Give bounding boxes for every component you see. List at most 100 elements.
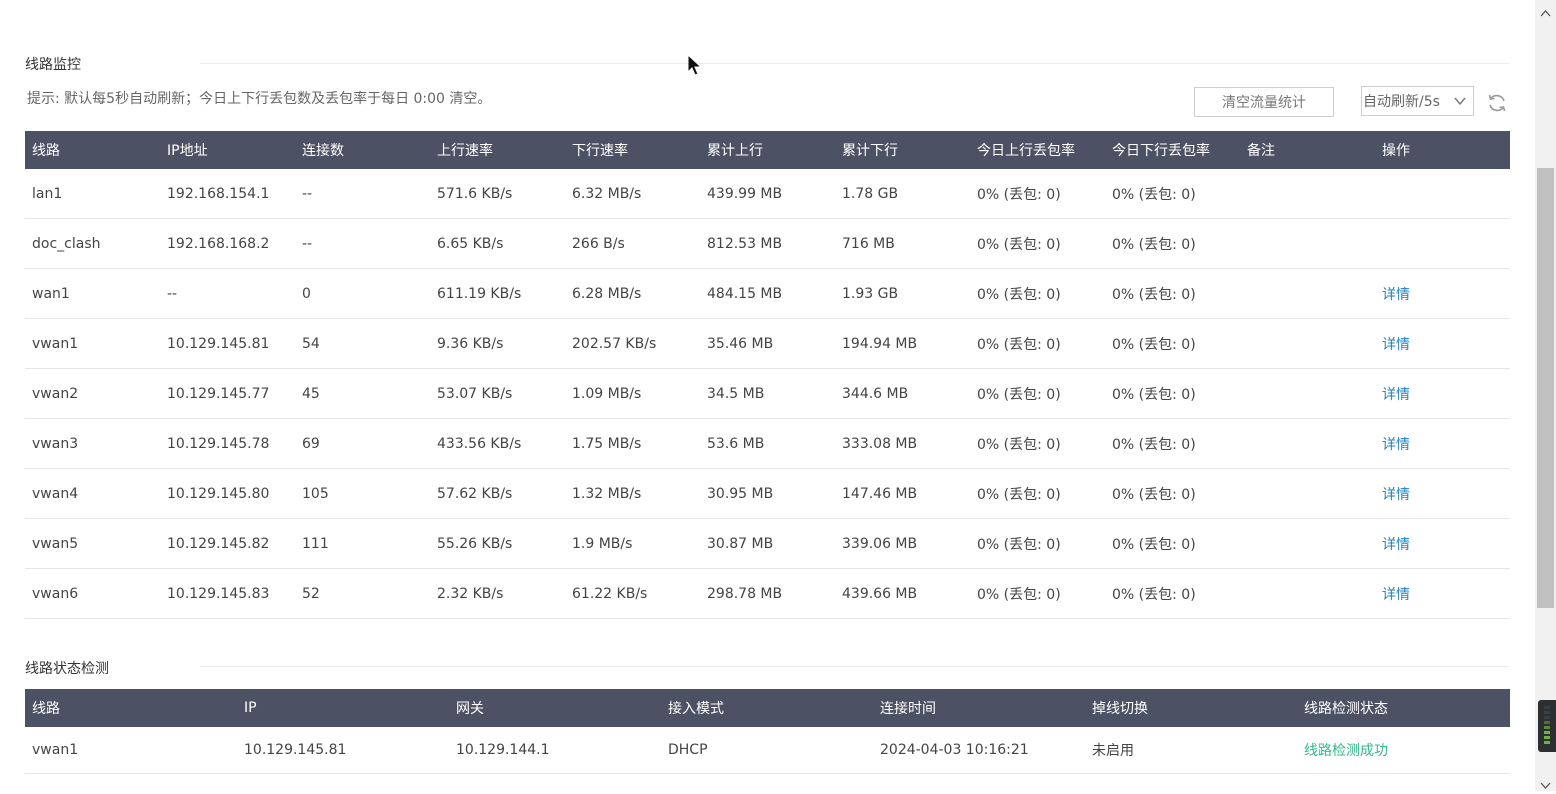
- refresh-icon[interactable]: [1486, 92, 1508, 114]
- detail-link[interactable]: 详情: [1382, 486, 1410, 503]
- cell-ip: 10.129.145.77: [160, 368, 295, 419]
- cell-up-loss: 0% (丢包: 0): [970, 169, 1105, 219]
- cell-down: 1.32 MB/s: [565, 468, 700, 519]
- cell-total-up: 298.78 MB: [700, 568, 835, 619]
- column-header: 今日上行丢包率: [970, 131, 1105, 169]
- cell-total-up: 439.99 MB: [700, 169, 835, 219]
- cell-ip: 10.129.145.78: [160, 418, 295, 469]
- table-row: doc_clash 192.168.168.2 -- 6.65 KB/s 266 B/s…: [25, 218, 1510, 269]
- cell-line: vwan1: [25, 318, 160, 369]
- cell-down: 1.75 MB/s: [565, 418, 700, 469]
- table-header-row: 线路 IP地址 连接数 上行速率 下行速率 累计上行 累计下行 今日上行丢包率 …: [25, 131, 1510, 169]
- line-monitor-table: 线路 IP地址 连接数 上行速率 下行速率 累计上行 累计下行 今日上行丢包率 …: [25, 131, 1510, 619]
- detail-link[interactable]: 详情: [1382, 336, 1410, 353]
- cell-up-loss: 0% (丢包: 0): [970, 368, 1105, 419]
- cell-conn: 111: [295, 518, 430, 569]
- status-section-divider: [200, 666, 1509, 667]
- cell-note: [1240, 218, 1375, 269]
- column-header: 下行速率: [565, 131, 700, 169]
- cell-down-loss: 0% (丢包: 0): [1105, 218, 1240, 269]
- cell-ip: 192.168.168.2: [160, 218, 295, 269]
- cell-action: [1375, 218, 1510, 269]
- cell-action: 详情: [1375, 568, 1510, 619]
- scroll-up-arrow-icon[interactable]: [1540, 2, 1551, 21]
- detail-link[interactable]: 详情: [1382, 386, 1410, 403]
- table-row: vwan5 10.129.145.82 111 55.26 KB/s 1.9 MB/s 3…: [25, 518, 1510, 569]
- cell-note: [1240, 268, 1375, 319]
- cell-total-down: 439.66 MB: [835, 568, 970, 619]
- column-header: 掉线切换: [1085, 689, 1297, 727]
- cell-up-loss: 0% (丢包: 0): [970, 518, 1105, 569]
- column-header: 连接数: [295, 131, 430, 169]
- cell-gateway: 10.129.144.1: [449, 727, 661, 774]
- cell-ip: 10.129.145.80: [160, 468, 295, 519]
- table-header-row: 线路 IP 网关 接入模式 连接时间 掉线切换 线路检测状态: [25, 689, 1510, 727]
- cell-up: 433.56 KB/s: [430, 418, 565, 469]
- column-header: 上行速率: [430, 131, 565, 169]
- cell-ip: 10.129.145.83: [160, 568, 295, 619]
- cell-total-down: 339.06 MB: [835, 518, 970, 569]
- cell-time: 2024-04-03 10:16:21: [873, 727, 1085, 774]
- cell-note: [1240, 568, 1375, 619]
- cell-line: wan1: [25, 268, 160, 319]
- clear-traffic-stats-button[interactable]: 清空流量统计: [1194, 87, 1334, 117]
- cell-down-loss: 0% (丢包: 0): [1105, 368, 1240, 419]
- cell-down: 266 B/s: [565, 218, 700, 269]
- cell-down: 6.28 MB/s: [565, 268, 700, 319]
- signal-meter-widget: [1538, 700, 1556, 752]
- cell-total-down: 1.93 GB: [835, 268, 970, 319]
- column-header: 线路: [25, 689, 237, 727]
- cell-line: lan1: [25, 169, 160, 219]
- cell-up: 57.62 KB/s: [430, 468, 565, 519]
- cell-down-loss: 0% (丢包: 0): [1105, 318, 1240, 369]
- cell-action: 详情: [1375, 418, 1510, 469]
- cell-up-loss: 0% (丢包: 0): [970, 318, 1105, 369]
- cell-total-down: 333.08 MB: [835, 418, 970, 469]
- column-header: 线路检测状态: [1297, 689, 1510, 727]
- cell-down-loss: 0% (丢包: 0): [1105, 468, 1240, 519]
- cell-ip: 192.168.154.1: [160, 169, 295, 219]
- cell-line: vwan2: [25, 368, 160, 419]
- table-row: vwan2 10.129.145.77 45 53.07 KB/s 1.09 MB/s 3…: [25, 368, 1510, 419]
- cell-action: 详情: [1375, 518, 1510, 569]
- cell-total-down: 1.78 GB: [835, 169, 970, 219]
- cell-note: [1240, 418, 1375, 469]
- cell-total-up: 35.46 MB: [700, 318, 835, 369]
- cell-action: 详情: [1375, 318, 1510, 369]
- cell-ip: 10.129.145.82: [160, 518, 295, 569]
- column-header: 累计下行: [835, 131, 970, 169]
- cell-action: 详情: [1375, 468, 1510, 519]
- column-header: 操作: [1375, 131, 1510, 169]
- detail-link[interactable]: 详情: [1382, 586, 1410, 603]
- mouse-cursor-icon: [686, 53, 704, 82]
- scroll-down-arrow-icon[interactable]: [1540, 775, 1551, 794]
- cell-action: 详情: [1375, 268, 1510, 319]
- detail-link[interactable]: 详情: [1382, 536, 1410, 553]
- cell-total-up: 34.5 MB: [700, 368, 835, 419]
- detail-link[interactable]: 详情: [1382, 286, 1410, 303]
- column-header: 今日下行丢包率: [1105, 131, 1240, 169]
- auto-refresh-select[interactable]: 自动刷新/5s: [1361, 86, 1474, 116]
- status-section-title: 线路状态检测: [25, 661, 109, 677]
- cell-line: vwan6: [25, 568, 160, 619]
- table-row: lan1 192.168.154.1 -- 571.6 KB/s 6.32 MB/s 43…: [25, 169, 1510, 219]
- cell-action: 详情: [1375, 368, 1510, 419]
- cell-up: 571.6 KB/s: [430, 169, 565, 219]
- cell-note: [1240, 518, 1375, 569]
- cell-line: vwan3: [25, 418, 160, 469]
- cell-total-up: 812.53 MB: [700, 218, 835, 269]
- column-header: 累计上行: [700, 131, 835, 169]
- cell-failover: 未启用: [1085, 727, 1297, 774]
- cell-up-loss: 0% (丢包: 0): [970, 468, 1105, 519]
- vertical-scrollbar[interactable]: [1535, 0, 1556, 791]
- cell-note: [1240, 318, 1375, 369]
- cell-down: 1.09 MB/s: [565, 368, 700, 419]
- cell-conn: 105: [295, 468, 430, 519]
- cell-down-loss: 0% (丢包: 0): [1105, 268, 1240, 319]
- cell-total-up: 484.15 MB: [700, 268, 835, 319]
- detail-link[interactable]: 详情: [1382, 436, 1410, 453]
- scrollbar-thumb[interactable]: [1537, 168, 1554, 608]
- cell-line: vwan5: [25, 518, 160, 569]
- cell-up: 611.19 KB/s: [430, 268, 565, 319]
- cell-up-loss: 0% (丢包: 0): [970, 218, 1105, 269]
